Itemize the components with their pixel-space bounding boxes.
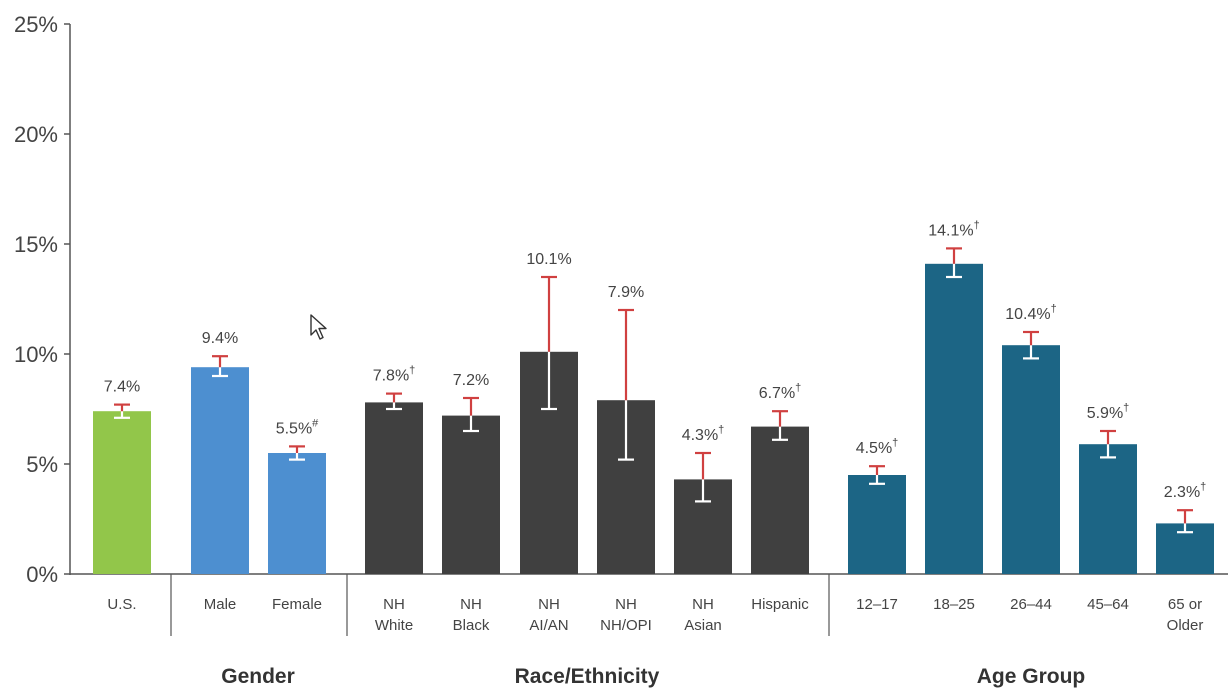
x-tick-label: 12–17 bbox=[856, 596, 898, 613]
bar bbox=[925, 263, 983, 574]
x-tick-label: AI/AN bbox=[529, 617, 568, 634]
bar bbox=[1002, 345, 1060, 574]
y-tick-label: 5% bbox=[26, 452, 58, 477]
x-tick-label: Asian bbox=[684, 617, 722, 634]
data-label: 7.9% bbox=[608, 284, 644, 301]
bar bbox=[1079, 444, 1137, 574]
bar bbox=[191, 367, 249, 574]
y-tick-label: 15% bbox=[14, 232, 58, 257]
data-label: 9.4% bbox=[202, 330, 238, 347]
bar bbox=[848, 475, 906, 574]
x-tick-label: NH bbox=[538, 596, 560, 613]
data-label: 10.1% bbox=[526, 251, 571, 268]
x-tick-label: Female bbox=[272, 596, 322, 613]
data-label: 5.9%† bbox=[1087, 402, 1130, 422]
x-tick-label: Male bbox=[204, 596, 237, 613]
y-tick-label: 25% bbox=[14, 12, 58, 37]
y-tick-label: 20% bbox=[14, 122, 58, 147]
group-label: Gender bbox=[221, 665, 295, 688]
bar bbox=[365, 402, 423, 574]
data-label: 10.4%† bbox=[1005, 303, 1057, 323]
y-tick-label: 10% bbox=[14, 342, 58, 367]
x-tick-label: NH bbox=[460, 596, 482, 613]
y-tick-label: 0% bbox=[26, 562, 58, 587]
x-tick-label: 18–25 bbox=[933, 596, 975, 613]
bar bbox=[751, 426, 809, 574]
x-tick-label: Hispanic bbox=[751, 596, 809, 613]
data-label: 14.1%† bbox=[928, 219, 980, 239]
x-tick-label: Older bbox=[1167, 617, 1204, 634]
x-tick-label: White bbox=[375, 617, 413, 634]
bar bbox=[268, 453, 326, 574]
x-tick-label: NH bbox=[692, 596, 714, 613]
data-label: 2.3%† bbox=[1164, 481, 1207, 501]
data-label: 7.8%† bbox=[373, 365, 416, 385]
data-label: 7.2% bbox=[453, 372, 489, 389]
group-label: Age Group bbox=[977, 665, 1086, 688]
group-label: Race/Ethnicity bbox=[515, 665, 660, 688]
bar bbox=[93, 411, 151, 574]
data-label: 5.5%# bbox=[276, 417, 319, 437]
data-label: 6.7%† bbox=[759, 382, 802, 402]
bar bbox=[442, 415, 500, 574]
x-tick-label: NH bbox=[383, 596, 405, 613]
x-tick-label: 65 or bbox=[1168, 596, 1202, 613]
x-tick-label: NH/OPI bbox=[600, 617, 652, 634]
mouse-pointer-icon bbox=[310, 314, 327, 340]
x-tick-label: 45–64 bbox=[1087, 596, 1129, 613]
data-label: 4.5%† bbox=[856, 437, 899, 457]
data-label: 7.4% bbox=[104, 379, 140, 396]
data-label: 4.3%† bbox=[682, 424, 725, 444]
x-tick-label: U.S. bbox=[107, 596, 136, 613]
x-tick-label: Black bbox=[453, 617, 490, 634]
x-tick-label: NH bbox=[615, 596, 637, 613]
x-tick-label: 26–44 bbox=[1010, 596, 1052, 613]
